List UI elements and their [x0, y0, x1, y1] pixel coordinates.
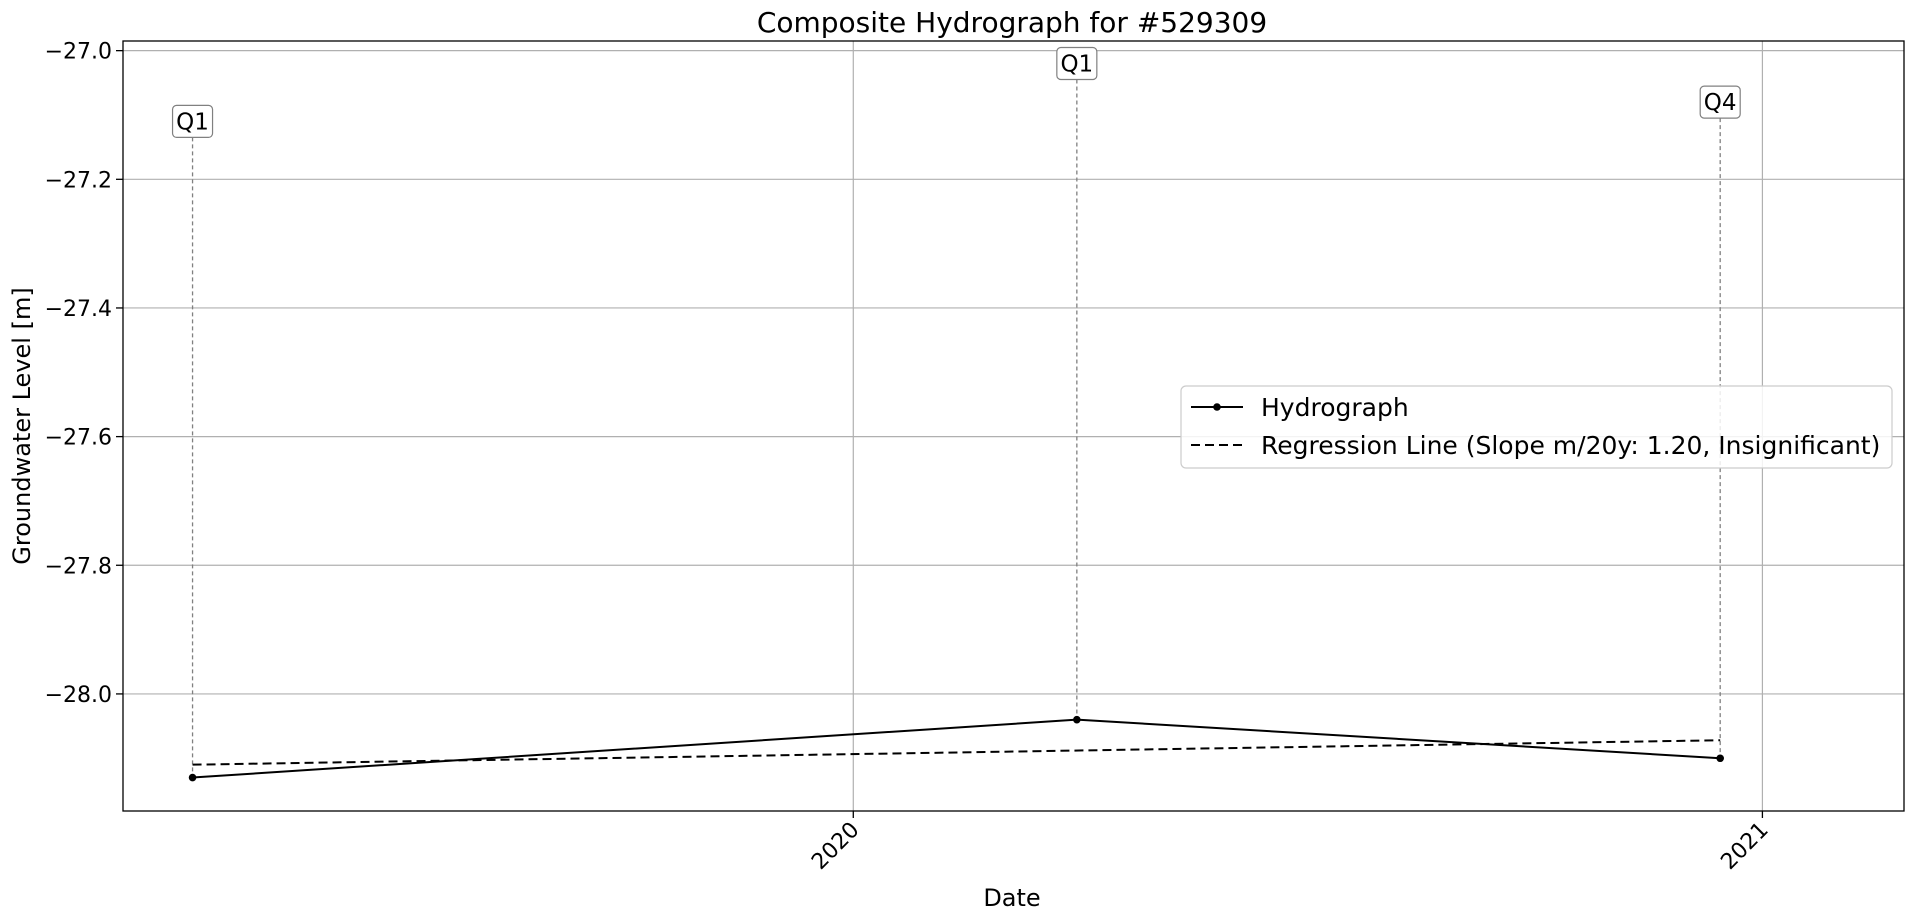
hydrograph-point: [188, 773, 197, 782]
y-tick-label: −27.6: [45, 426, 112, 451]
y-tick-label: −28.0: [45, 683, 112, 708]
y-axis-label: Groundwater Level [m]: [8, 287, 36, 564]
legend-entry: Regression Line (Slope m/20y: 1.20, Insi…: [1261, 431, 1880, 460]
annotation-label: Q1: [1056, 46, 1098, 81]
annotation-lines: [191, 79, 1721, 778]
series-layer: [188, 715, 1724, 782]
y-tick-label: −27.2: [45, 168, 112, 193]
y-tick-label: −27.0: [45, 40, 112, 65]
hydrograph-point: [1073, 715, 1081, 724]
annotation-box: [1699, 85, 1741, 119]
annotation-text: Q4: [1704, 90, 1737, 116]
hydrograph-point: [1716, 754, 1724, 763]
annotation-box: [1056, 46, 1098, 81]
plot-frame: [122, 40, 1905, 812]
x-tick-label: 2020: [807, 818, 864, 875]
annotation-labels: Q1 Q1 Q4: [171, 46, 1741, 139]
regression-line: [192, 739, 1721, 766]
grid-layer: [123, 41, 1904, 811]
annotation-text: Q1: [1060, 52, 1093, 78]
annotation-box: [171, 104, 214, 139]
chart-title: Composite Hydrograph for #529309: [757, 6, 1267, 39]
hydrograph-line: [192, 718, 1721, 779]
y-tick-label: −27.4: [45, 297, 112, 322]
x-tick-label: 2021: [1716, 818, 1773, 875]
annotation-label: Q4: [1699, 85, 1741, 119]
x-axis-ticks: 2020 2021: [807, 811, 1774, 875]
legend: Hydrograph Regression Line (Slope m/20y: …: [1180, 385, 1893, 469]
legend-entry: Hydrograph: [1261, 393, 1409, 422]
annotation-text: Q1: [176, 109, 209, 135]
y-tick-label: −27.8: [45, 554, 112, 579]
annotation-label: Q1: [171, 104, 214, 139]
y-axis-ticks: −27.0 −27.2 −27.4 −27.6 −27.8 −28.0: [45, 40, 123, 708]
legend-box: [1180, 385, 1893, 469]
legend-swatch-marker: [1213, 403, 1221, 411]
x-axis-label: Date: [983, 884, 1040, 912]
